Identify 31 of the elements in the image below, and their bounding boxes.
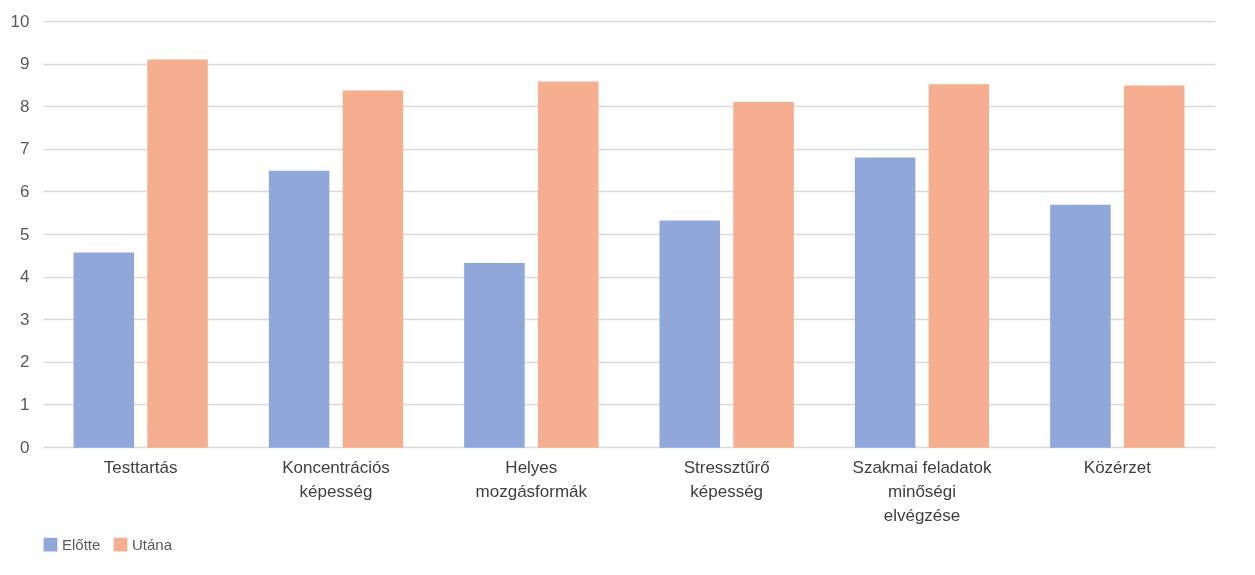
legend-label: Előtte [62, 535, 101, 553]
y-tick-label: 7 [20, 139, 30, 159]
x-tick-label: Koncentrációs képesség [282, 457, 390, 501]
bar [342, 90, 404, 448]
bar [1123, 85, 1185, 448]
y-tick-label: 5 [20, 224, 30, 244]
bar [733, 102, 794, 448]
y-tick-label: 0 [20, 437, 30, 457]
bar [268, 170, 330, 448]
y-tick-label: 6 [20, 181, 30, 201]
x-tick-label: Szakmai feladatok minőségi elvégzése [852, 457, 992, 525]
y-tick-label: 1 [20, 394, 30, 414]
y-tick-label: 3 [20, 309, 30, 329]
y-tick-label: 8 [20, 96, 30, 116]
bar [147, 59, 208, 448]
bar [73, 252, 135, 448]
y-tick-label: 10 [10, 11, 30, 31]
x-tick-label: Stressztűrő képesség [683, 457, 770, 501]
x-tick-label: Közérzet [1083, 457, 1152, 477]
bar [928, 84, 990, 448]
y-tick-label: 2 [20, 352, 30, 372]
bar [1050, 204, 1111, 448]
x-tick-label: Testtartás [103, 457, 178, 477]
bar [537, 81, 599, 448]
x-tick-label: Helyes mozgásformák [475, 457, 588, 501]
bar [659, 220, 721, 448]
y-tick-label: 4 [20, 267, 30, 287]
legend-label: Utána [132, 535, 173, 553]
bar [464, 263, 525, 448]
bar [854, 157, 916, 448]
y-tick-label: 9 [20, 54, 30, 74]
